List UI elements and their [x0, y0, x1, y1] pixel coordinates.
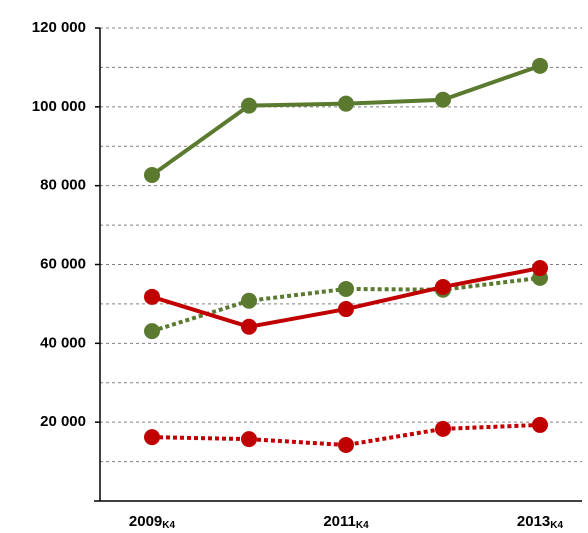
point: [338, 301, 354, 318]
y-tick-label: 120 000: [32, 19, 86, 36]
series-line: [151, 266, 541, 329]
y-tick-label: 40 000: [40, 334, 86, 351]
point: [144, 288, 160, 305]
point: [435, 420, 451, 437]
series-line: [151, 422, 541, 448]
point: [144, 429, 160, 446]
point: [532, 57, 548, 74]
point: [435, 91, 451, 108]
point: [532, 260, 548, 277]
point: [144, 167, 160, 184]
point: [338, 95, 354, 112]
y-tick-label: 80 000: [40, 177, 86, 194]
point: [241, 318, 257, 335]
x-tick-label: 2009K4: [129, 513, 176, 531]
point: [435, 278, 451, 295]
series-line: [150, 63, 541, 177]
y-tick-label: 20 000: [40, 413, 86, 430]
point: [241, 431, 257, 448]
point: [532, 416, 548, 433]
x-tick-label: 2011K4: [323, 513, 369, 531]
point: [144, 323, 160, 340]
point: [241, 292, 257, 309]
point: [338, 280, 354, 297]
x-tick-label: 2013K4: [517, 513, 564, 531]
y-tick-label: 60 000: [40, 255, 86, 272]
y-tick-label: 100 000: [32, 98, 86, 115]
point: [241, 97, 257, 114]
point: [338, 437, 354, 454]
